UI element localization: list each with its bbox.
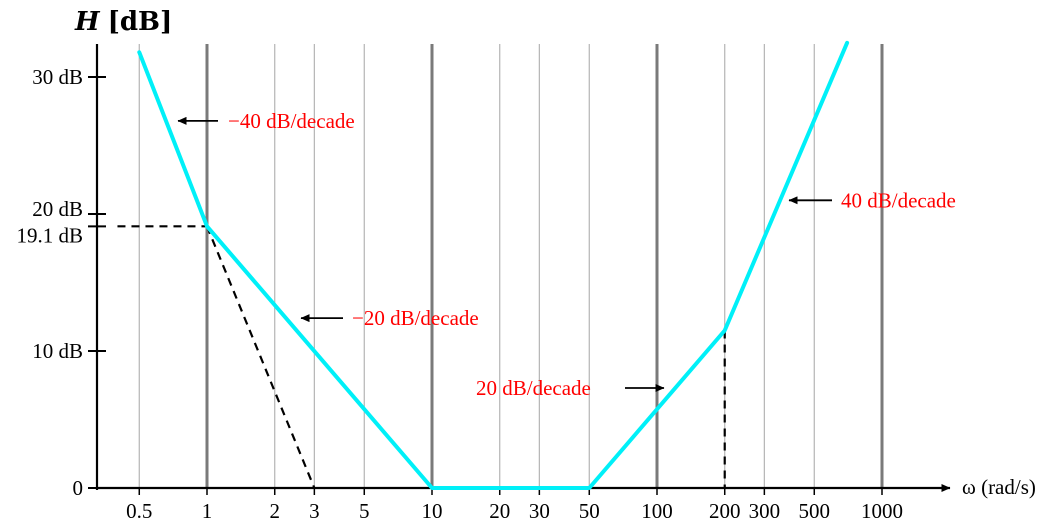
x-tick-label: 20 (489, 499, 510, 522)
annotations: −40 dB/decade 40 dB/decade −20 dB/decade 20… (177, 109, 956, 400)
x-tick-label: 200 (709, 499, 741, 522)
dashed-guide-line (205, 225, 316, 489)
x-tick-label: 50 (579, 499, 600, 522)
magnitude-asymptote-line (137, 40, 850, 490)
x-tick-label: 10 (422, 499, 443, 522)
x-tick-label: 300 (749, 499, 781, 522)
y-tick-label: 30 dB (32, 65, 83, 89)
x-tick-label: 5 (359, 499, 370, 522)
x-tick-label: 30 (529, 499, 550, 522)
x-tick-label: 3 (309, 499, 320, 522)
y-tick-label: 10 dB (32, 339, 83, 363)
y-tick-label: 0 (73, 476, 84, 500)
tick-labels: 0.5 1 2 3 5 10 20 30 50 100 200 300 500 1000 0 10 dB 19.… (16, 65, 903, 522)
x-tick-label: 0.5 (126, 499, 152, 522)
y-tick-label: 20 dB (32, 197, 83, 221)
slope-annotation: 20 dB/decade (476, 376, 591, 400)
x-tick-label: 2 (269, 499, 280, 522)
y-axis-symbol: H (74, 7, 101, 37)
slope-annotation: −20 dB/decade (352, 306, 479, 330)
grid-lines (138, 44, 884, 488)
x-tick-label: 100 (641, 499, 673, 522)
x-tick-label: 1 (202, 499, 213, 522)
y-axis-label: H [dB] (74, 7, 172, 37)
y-axis-unit: [dB] (108, 7, 173, 37)
x-tick-label: 1000 (861, 499, 903, 522)
slope-annotation: 40 dB/decade (841, 188, 956, 212)
series-lines (137, 40, 850, 490)
x-axis-label: ω (rad/s) (962, 475, 1036, 499)
axes (88, 44, 951, 495)
y-tick-label: 19.1 dB (16, 223, 83, 247)
x-tick-label: 500 (799, 499, 831, 522)
slope-annotation: −40 dB/decade (228, 109, 355, 133)
dashed-guides (117, 225, 726, 489)
